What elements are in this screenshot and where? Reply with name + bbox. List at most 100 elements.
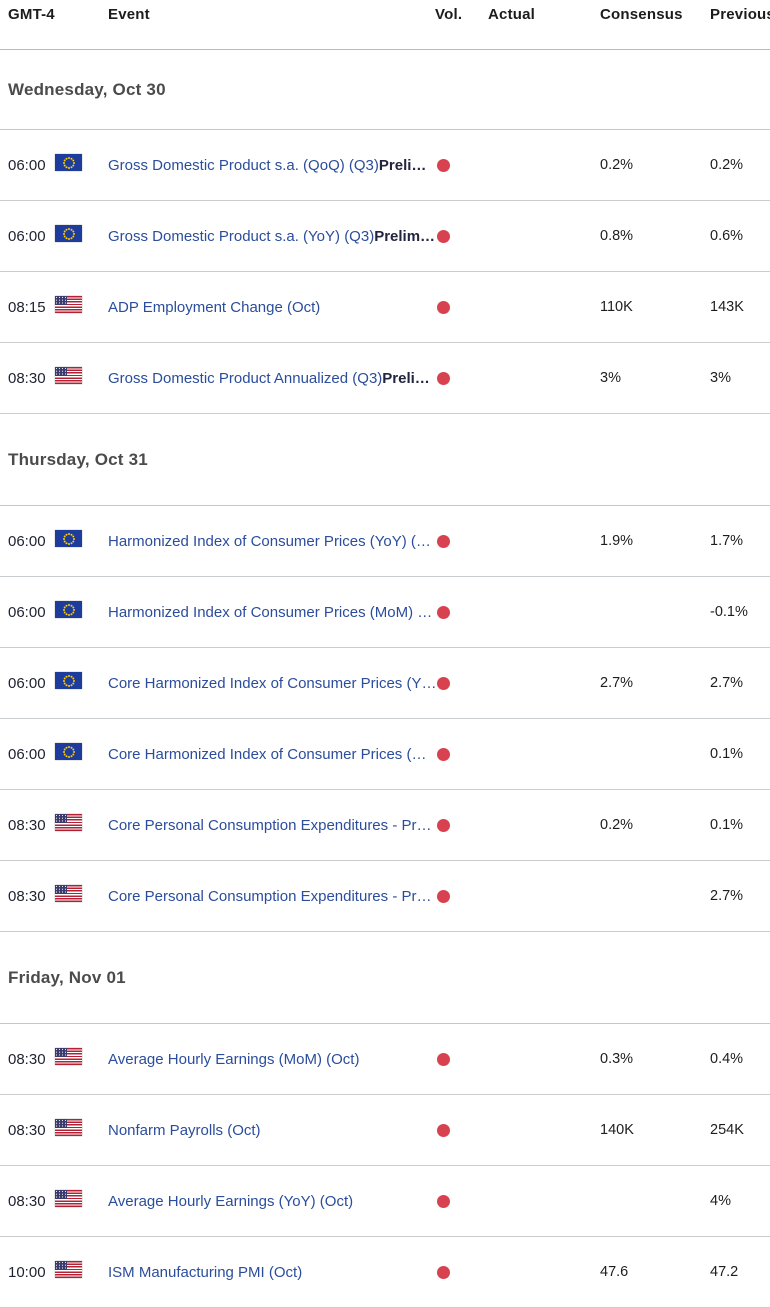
event-time: 08:30 [8, 887, 46, 905]
event-time: 10:00 [8, 1263, 46, 1281]
consensus-value: 3% [600, 370, 621, 386]
event-time: 08:30 [8, 816, 46, 834]
event-row[interactable]: 06:00 Core Harmonized Index of Consumer … [0, 719, 770, 790]
event-row[interactable]: 08:30 Average Hourly Earnings (YoY) (Oct… [0, 1166, 770, 1237]
volatility-cell [435, 676, 488, 690]
previous-value: 4% [710, 1193, 731, 1209]
consensus-value: 0.2% [600, 157, 634, 173]
consensus-value: 47.6 [600, 1264, 629, 1280]
col-header-previous: Previous [710, 6, 770, 23]
col-header-actual: Actual [488, 6, 536, 23]
previous-value: 0.1% [710, 817, 744, 833]
eu-flag-icon [55, 743, 82, 760]
volatility-cell [435, 818, 488, 832]
event-link[interactable]: Average Hourly Earnings (MoM) (Oct) [108, 1050, 360, 1068]
event-time: 08:30 [8, 1050, 46, 1068]
previous-value: 2.7% [710, 675, 744, 691]
event-link[interactable]: ADP Employment Change (Oct) [108, 298, 321, 316]
event-time: 06:00 [8, 156, 46, 174]
event-time: 06:00 [8, 674, 46, 692]
event-link[interactable]: Nonfarm Payrolls (Oct) [108, 1121, 261, 1139]
event-link[interactable]: Average Hourly Earnings (YoY) (Oct) [108, 1192, 354, 1210]
previous-value: 3% [710, 370, 731, 386]
us-flag-icon [55, 367, 82, 384]
event-link[interactable]: Core Personal Consumption Expenditures -… [108, 816, 432, 834]
volatility-high-icon [437, 534, 450, 548]
previous-value: 0.1% [710, 746, 744, 762]
volatility-cell [435, 889, 488, 903]
col-header-gmt: GMT-4 [8, 6, 55, 23]
event-row[interactable]: 08:15 ADP Employment Change (Oct) 110K 1… [0, 272, 770, 343]
event-row[interactable]: 10:00 ISM Manufacturing PMI (Oct) 47.6 4… [0, 1237, 770, 1308]
eu-flag-icon [55, 154, 82, 171]
volatility-high-icon [437, 1123, 450, 1137]
us-flag-icon [55, 1119, 82, 1136]
consensus-value: 2.7% [600, 675, 634, 691]
volatility-high-icon [437, 1265, 450, 1279]
event-row[interactable]: 06:00 Harmonized Index of Consumer Price… [0, 506, 770, 577]
event-link[interactable]: Core Harmonized Index of Consumer Prices… [108, 674, 435, 692]
eu-flag-icon [55, 225, 82, 242]
eu-flag-icon [55, 601, 82, 618]
event-link[interactable]: Gross Domestic Product s.a. (QoQ) (Q3) Pr… [108, 156, 427, 174]
event-row[interactable]: 08:30 Core Personal Consumption Expendit… [0, 790, 770, 861]
col-header-event: Event [108, 6, 150, 23]
event-row[interactable]: 06:00 Gross Domestic Product s.a. (QoQ) … [0, 130, 770, 201]
volatility-high-icon [437, 371, 450, 385]
volatility-cell [435, 1052, 488, 1066]
event-row[interactable]: 08:30 Gross Domestic Product Annualized … [0, 343, 770, 414]
event-row[interactable]: 06:00 Gross Domestic Product s.a. (YoY) … [0, 201, 770, 272]
volatility-cell [435, 605, 488, 619]
event-row[interactable]: 08:30 Average Hourly Earnings (MoM) (Oct… [0, 1024, 770, 1095]
event-time: 06:00 [8, 532, 46, 550]
us-flag-icon [55, 296, 82, 313]
consensus-value: 1.9% [600, 533, 634, 549]
event-time: 06:00 [8, 227, 46, 245]
event-time: 08:15 [8, 298, 46, 316]
volatility-cell [435, 1123, 488, 1137]
volatility-high-icon [437, 676, 450, 690]
event-time: 08:30 [8, 1121, 46, 1139]
consensus-value: 140K [600, 1122, 634, 1138]
previous-value: 0.4% [710, 1051, 744, 1067]
event-link[interactable]: Harmonized Index of Consumer Prices (YoY… [108, 532, 431, 550]
volatility-cell [435, 1265, 488, 1279]
table-header: GMT-4 Event Vol. Actual Consensus Previo… [0, 0, 770, 50]
consensus-value: 110K [600, 299, 633, 315]
volatility-cell [435, 158, 488, 172]
event-link[interactable]: Gross Domestic Product Annualized (Q3) Pr… [108, 369, 430, 387]
volatility-cell [435, 371, 488, 385]
event-time: 06:00 [8, 603, 46, 621]
event-link[interactable]: Gross Domestic Product s.a. (YoY) (Q3) Pr… [108, 227, 435, 245]
event-row[interactable]: 06:00 Harmonized Index of Consumer Price… [0, 577, 770, 648]
previous-value: 2.7% [710, 888, 744, 904]
previous-value: 0.2% [710, 157, 744, 173]
event-row[interactable]: 08:30 Core Personal Consumption Expendit… [0, 861, 770, 932]
date-section-header: Thursday, Oct 31 [0, 414, 770, 506]
volatility-high-icon [437, 300, 450, 314]
event-link[interactable]: ISM Manufacturing PMI (Oct) [108, 1263, 303, 1281]
event-link[interactable]: Core Personal Consumption Expenditures -… [108, 887, 432, 905]
event-row[interactable]: 06:00 Core Harmonized Index of Consumer … [0, 648, 770, 719]
event-time: 08:30 [8, 369, 46, 387]
previous-value: 143K [710, 299, 744, 315]
volatility-high-icon [437, 229, 450, 243]
volatility-cell [435, 229, 488, 243]
consensus-value: 0.8% [600, 228, 634, 244]
volatility-high-icon [437, 1052, 450, 1066]
event-link[interactable]: Core Harmonized Index of Consumer Prices… [108, 745, 427, 763]
previous-value: 0.6% [710, 228, 744, 244]
date-section-header: Wednesday, Oct 30 [0, 50, 770, 130]
previous-value: -0.1% [710, 604, 748, 620]
us-flag-icon [55, 814, 82, 831]
us-flag-icon [55, 1190, 82, 1207]
col-header-consensus: Consensus [600, 6, 683, 23]
col-header-vol: Vol. [435, 6, 463, 23]
event-link[interactable]: Harmonized Index of Consumer Prices (MoM… [108, 603, 433, 621]
volatility-high-icon [437, 158, 450, 172]
event-time: 08:30 [8, 1192, 46, 1210]
event-row[interactable]: 08:30 Nonfarm Payrolls (Oct) 140K 254K [0, 1095, 770, 1166]
us-flag-icon [55, 885, 82, 902]
date-section-header: Friday, Nov 01 [0, 932, 770, 1024]
previous-value: 1.7% [710, 533, 744, 549]
